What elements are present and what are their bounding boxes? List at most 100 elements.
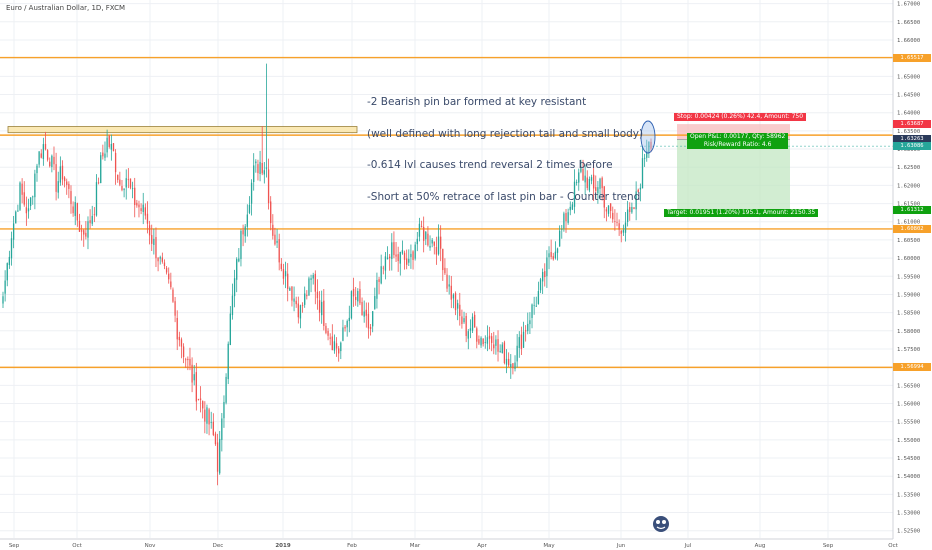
- candle-body-43: [93, 214, 96, 216]
- candle-body-156: [333, 341, 336, 351]
- candle-body-160: [342, 327, 344, 341]
- candle-body-260: [554, 251, 557, 259]
- candle-body-226: [482, 338, 484, 345]
- candle-body-162: [346, 320, 348, 328]
- candle-body-40: [87, 221, 89, 238]
- candle-body-227: [484, 342, 486, 343]
- candle-body-112: [240, 230, 242, 259]
- y-tick-label: 1.64500: [897, 93, 920, 99]
- candle-body-232: [495, 339, 497, 346]
- candle-body-126: [270, 201, 272, 224]
- candle-body-15: [34, 173, 36, 198]
- candle-body-28: [61, 165, 64, 180]
- candle-body-220: [469, 328, 472, 331]
- annotation-line-1: -2 Bearish pin bar formed at key resista…: [367, 96, 587, 108]
- candle-body-303: [646, 150, 648, 158]
- candle-body-229: [488, 335, 491, 339]
- candle-body-268: [571, 204, 574, 210]
- price-axis[interactable]: 1.670001.665001.660001.655001.650001.645…: [892, 0, 932, 550]
- candle-body-37: [80, 230, 83, 232]
- candle-body-305: [650, 141, 652, 149]
- candle-body-246: [524, 330, 527, 332]
- candle-body-294: [626, 209, 629, 222]
- time-axis[interactable]: Sep Oct Nov Dec 2019 Feb Mar Apr May Jun Jul Aug Sep…: [0, 538, 932, 550]
- candle-body-194: [414, 244, 416, 259]
- candle-body-216: [461, 316, 463, 324]
- candle-body-129: [276, 240, 278, 243]
- candle-body-244: [520, 334, 523, 349]
- candle-body-80: [172, 289, 174, 302]
- candle-body-249: [531, 304, 533, 319]
- trade-annotation: -2 Bearish pin bar formed at key resista…: [367, 76, 643, 213]
- candle-body-67: [144, 207, 147, 216]
- candle-body-164: [350, 291, 353, 319]
- candle-body-279: [595, 187, 597, 191]
- candle-body-166: [355, 297, 357, 300]
- candle-body-94: [202, 401, 204, 409]
- candle-body-114: [244, 226, 246, 237]
- candle-body-77: [165, 267, 168, 273]
- candle-body-179: [382, 267, 384, 269]
- candle-body-292: [622, 230, 625, 233]
- x-tick-label: Aug: [755, 543, 766, 549]
- y-tick-label: 1.59500: [897, 274, 920, 280]
- candle-body-55: [119, 179, 121, 185]
- candle-body-221: [471, 316, 474, 331]
- candle-body-204: [435, 247, 438, 255]
- candle-body-189: [403, 252, 406, 260]
- x-tick-label: Jul: [684, 543, 692, 549]
- candle-body-277: [590, 177, 593, 181]
- candle-body-127: [272, 224, 274, 236]
- candle-body-95: [204, 409, 206, 422]
- candle-body-195: [416, 238, 418, 245]
- candle-body-248: [529, 320, 531, 325]
- candle-body-281: [599, 178, 601, 189]
- candle-body-255: [544, 271, 546, 278]
- candle-body-1: [4, 280, 6, 294]
- candle-body-137: [293, 298, 295, 302]
- stop-price-label: 1.63687: [893, 120, 931, 129]
- candle-body-11: [25, 207, 28, 214]
- candle-body-150: [321, 301, 323, 316]
- target-label: Target: 0.01951 (1.20%) 195.1, Amount: 2…: [664, 209, 819, 217]
- candle-body-32: [70, 191, 72, 205]
- candle-body-4: [10, 238, 13, 259]
- candle-body-92: [197, 398, 200, 400]
- candle-body-2: [6, 263, 8, 281]
- candle-body-133: [284, 271, 287, 277]
- candle-body-141: [301, 305, 304, 307]
- candle-body-148: [316, 291, 319, 299]
- candle-body-280: [597, 187, 599, 194]
- candle-body-239: [510, 364, 512, 368]
- x-tick-label: Sep: [9, 543, 20, 549]
- candle-body-228: [486, 337, 489, 344]
- candle-body-163: [348, 317, 350, 322]
- target-zone: [677, 139, 790, 211]
- candle-body-253: [539, 279, 542, 291]
- candle-body-96: [206, 407, 208, 424]
- candle-body-234: [499, 350, 501, 352]
- candle-body-208: [444, 267, 446, 274]
- y-tick-label: 1.56000: [897, 402, 920, 408]
- y-tick-label: 1.63000: [897, 147, 920, 153]
- candle-body-211: [450, 285, 452, 300]
- y-tick-label: 1.60000: [897, 256, 920, 262]
- candle-body-288: [614, 221, 616, 222]
- candle-body-70: [151, 235, 153, 244]
- candle-body-107: [229, 313, 231, 346]
- candle-body-25: [55, 164, 57, 192]
- candle-body-120: [257, 164, 259, 174]
- entry-price-label: 1.63263: [893, 135, 931, 144]
- candle-body-101: [216, 442, 219, 472]
- x-tick-label: Nov: [145, 543, 156, 549]
- candle-body-115: [246, 214, 248, 227]
- candle-body-215: [459, 304, 461, 316]
- candle-body-57: [123, 188, 125, 191]
- candle-body-91: [195, 372, 197, 402]
- candle-body-135: [289, 288, 291, 291]
- candle-body-223: [476, 328, 478, 342]
- candle-body-116: [248, 204, 251, 213]
- y-tick-label: 1.55500: [897, 420, 920, 426]
- candle-body-100: [214, 433, 217, 445]
